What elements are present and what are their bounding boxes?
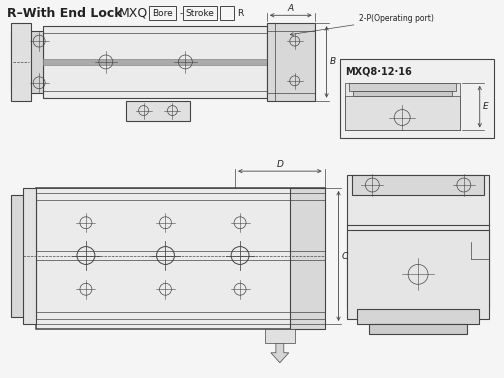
Bar bbox=[265, 329, 295, 343]
Text: A: A bbox=[288, 4, 294, 13]
Bar bbox=[347, 175, 489, 309]
Bar bbox=[290, 188, 325, 329]
Bar bbox=[369, 324, 467, 334]
Bar bbox=[267, 23, 314, 101]
Text: Bore: Bore bbox=[152, 9, 173, 18]
Bar bbox=[11, 195, 36, 317]
Text: D: D bbox=[276, 160, 283, 169]
Bar bbox=[349, 83, 456, 91]
Text: C: C bbox=[342, 251, 348, 260]
Bar bbox=[36, 188, 325, 329]
Bar bbox=[183, 6, 217, 20]
Bar bbox=[352, 175, 484, 195]
Text: R: R bbox=[237, 9, 243, 18]
Text: B: B bbox=[330, 57, 336, 67]
Bar bbox=[340, 59, 493, 138]
Bar bbox=[125, 101, 191, 121]
FancyArrow shape bbox=[271, 343, 289, 363]
Bar bbox=[43, 59, 267, 65]
Text: MXQ: MXQ bbox=[119, 7, 148, 20]
Text: -: - bbox=[179, 9, 182, 18]
Bar bbox=[149, 6, 176, 20]
Bar bbox=[11, 31, 43, 93]
Bar bbox=[345, 83, 460, 130]
Bar bbox=[23, 188, 36, 324]
Bar bbox=[220, 6, 234, 20]
Bar bbox=[347, 230, 489, 319]
Text: R–With End Lock: R–With End Lock bbox=[8, 7, 123, 20]
Bar bbox=[11, 23, 31, 101]
Text: 2-P(Operating port): 2-P(Operating port) bbox=[290, 14, 434, 36]
Text: E: E bbox=[483, 102, 488, 111]
Bar bbox=[353, 91, 452, 96]
Bar bbox=[43, 26, 267, 98]
Bar bbox=[357, 309, 479, 324]
Text: Stroke: Stroke bbox=[186, 9, 215, 18]
Bar bbox=[345, 96, 460, 130]
Text: MXQ8·12·16: MXQ8·12·16 bbox=[345, 67, 412, 77]
